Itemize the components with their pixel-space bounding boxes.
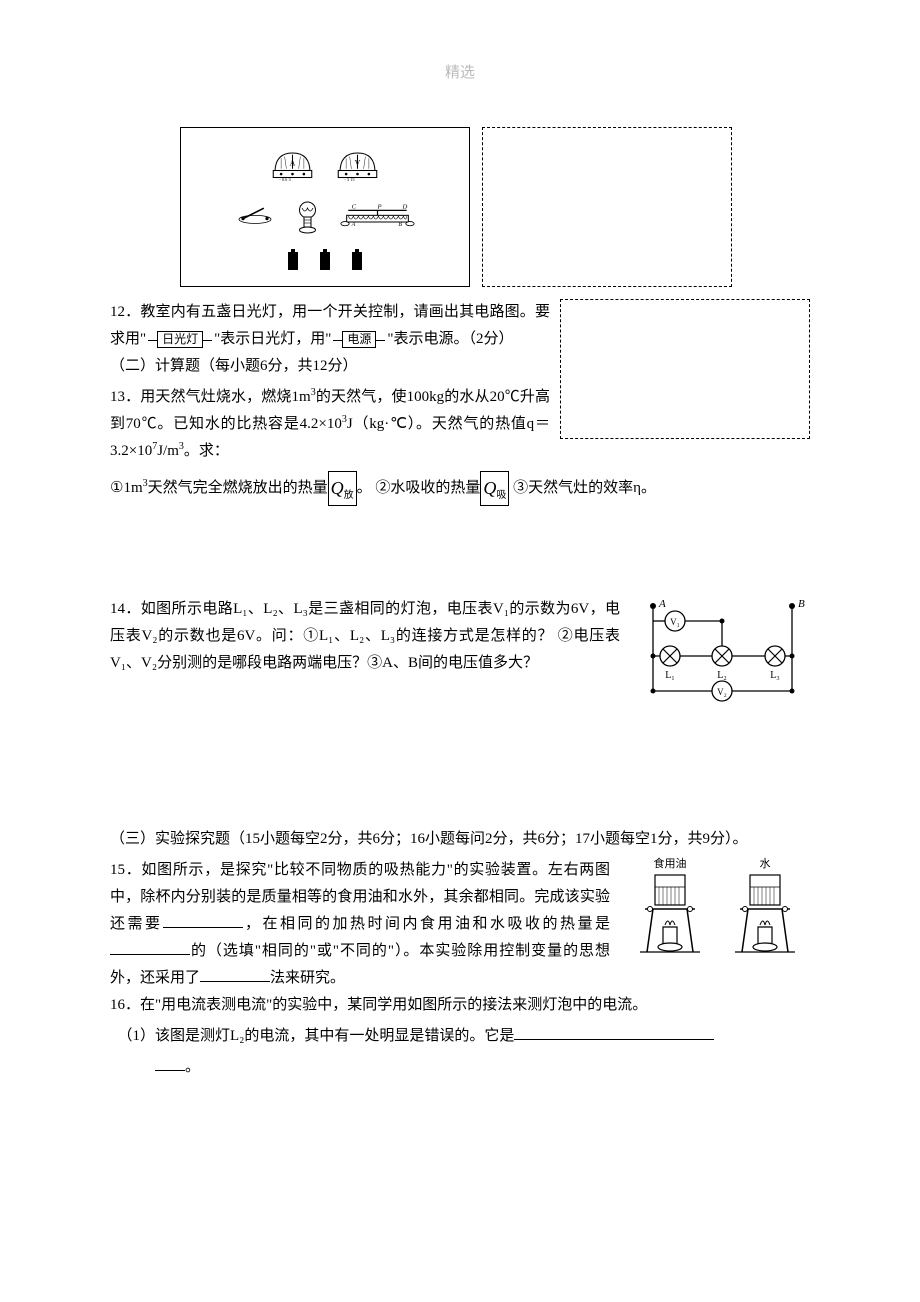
q13-t5: 。求： <box>184 443 229 459</box>
q14-number: 14． <box>110 601 141 617</box>
q13-t4: J/m <box>157 443 179 459</box>
battery-icon <box>319 249 331 269</box>
q15-t2: ，在相同的加热时间内食用油和水吸收的热量是 <box>243 916 610 932</box>
svg-text:L₁: L₁ <box>665 670 675 681</box>
question-14: 14．如图所示电路L₁、L₂、L₃是三盏相同的灯泡，电压表V₁的示数为6V，电压… <box>110 596 810 696</box>
svg-text:B: B <box>398 222 402 227</box>
q15-t4: 法来研究。 <box>270 970 345 986</box>
svg-text:- 3 15: - 3 15 <box>344 177 355 181</box>
power-symbol-box: 电源 <box>342 331 376 349</box>
svg-text:V₂: V₂ <box>717 687 727 697</box>
voltmeter-icon: V - 3 15 <box>335 146 380 181</box>
q-heat-absorb-box: Q吸 <box>480 471 509 506</box>
section-3: （三）实验探究题（15小题每空2分，共6分；16小题每问2分，共6分；17小题每… <box>110 826 810 1081</box>
blank-4 <box>514 1025 714 1040</box>
svg-text:- 0.6 3: - 0.6 3 <box>279 177 291 181</box>
question-13-subs: ①1m3天然气完全燃烧放出的热量Q放。 ②水吸收的热量Q吸 ③天然气灶的效率η。 <box>110 471 810 506</box>
svg-text:L₂: L₂ <box>717 670 727 681</box>
q12-text3: "表示电源。（2分） <box>387 331 513 347</box>
svg-text:L₃: L₃ <box>770 670 780 681</box>
q13-s2-text: ②水吸收的热量 <box>375 480 480 496</box>
q16-sub1: （1）该图是测灯L₂的电流，其中有一处明显是错误的。它是 <box>118 1028 515 1044</box>
section-3-title: （三）实验探究题（15小题每空2分，共6分；16小题每问2分，共6分；17小题每… <box>110 826 810 853</box>
blank-2 <box>110 940 190 955</box>
q13-s1-pre: ①1m <box>110 480 143 496</box>
battery-icon <box>287 249 299 269</box>
question-16-sub1-end: 。 <box>110 1054 810 1081</box>
q13-box2-sub: 吸 <box>496 490 506 501</box>
q12-number: 12． <box>110 304 140 320</box>
q13-number: 13． <box>110 389 140 405</box>
q13-s1-text: 天然气完全燃烧放出的热量 <box>148 480 328 496</box>
switch-icon <box>235 205 275 225</box>
q16-sub1-suffix: 。 <box>185 1059 200 1075</box>
components-box: A - 0.6 3 V <box>180 127 470 287</box>
svg-text:P: P <box>377 204 382 211</box>
q13-box1-sub: 放 <box>344 490 354 501</box>
bulb-icon <box>295 200 320 230</box>
heating-apparatus-figure: 食用油 <box>625 857 810 957</box>
ammeter-icon: A - 0.6 3 <box>270 146 315 181</box>
blank-3 <box>200 967 270 982</box>
q13-s3-text: ③天然气灶的效率η。 <box>513 480 656 496</box>
q12-text2: "表示日光灯，用" <box>214 331 331 347</box>
question-12: 12．教室内有五盏日光灯，用一个开关控制，请画出其电路图。要求用"日光灯"表示日… <box>110 299 810 469</box>
svg-text:水: 水 <box>760 857 771 870</box>
page-header: 精选 <box>110 60 810 87</box>
svg-text:V₁: V₁ <box>670 617 680 627</box>
question-15: 15．如图所示，是探究"比较不同物质的吸热能力"的实验装置。左右两图中，除杯内分… <box>110 857 810 992</box>
svg-text:B: B <box>798 598 805 610</box>
q16-text: 在"用电流表测电流"的实验中，某同学用如图所示的接法来测灯泡中的电流。 <box>140 997 647 1013</box>
sliding-resistor-icon: C P D A B <box>340 202 415 227</box>
question-16: 16．在"用电流表测电流"的实验中，某同学用如图所示的接法来测灯泡中的电流。 <box>110 992 810 1019</box>
q16-number: 16． <box>110 997 140 1013</box>
blank-1 <box>163 913 243 928</box>
question-16-sub1: （1）该图是测灯L₂的电流，其中有一处明显是错误的。它是 <box>110 1023 810 1050</box>
svg-text:食用油: 食用油 <box>654 857 687 870</box>
blank-5 <box>155 1056 185 1071</box>
q13-box2: Q <box>483 478 496 498</box>
q-heat-release-box: Q放 <box>328 471 357 506</box>
figure-components-row: A - 0.6 3 V <box>180 127 810 287</box>
q13-box1: Q <box>331 478 344 498</box>
q13-t1: 用天然气灶烧水，燃烧1m <box>140 389 310 405</box>
svg-text:A: A <box>351 222 356 227</box>
battery-icon <box>351 249 363 269</box>
svg-text:D: D <box>402 204 408 211</box>
svg-text:C: C <box>352 204 357 211</box>
q15-number: 15． <box>110 862 141 878</box>
circuit-diagram-q14: A B V₁ L₁ L₂ <box>635 596 810 696</box>
svg-text:A: A <box>658 598 666 610</box>
lamp-symbol-box: 日光灯 <box>157 331 203 349</box>
q14-text: 如图所示电路L₁、L₂、L₃是三盏相同的灯泡，电压表V₁的示数为6V，电压表V₂… <box>110 601 620 671</box>
answer-box-1 <box>482 127 732 287</box>
answer-box-2 <box>560 299 810 439</box>
q13-s1-suf: 。 <box>357 480 372 496</box>
